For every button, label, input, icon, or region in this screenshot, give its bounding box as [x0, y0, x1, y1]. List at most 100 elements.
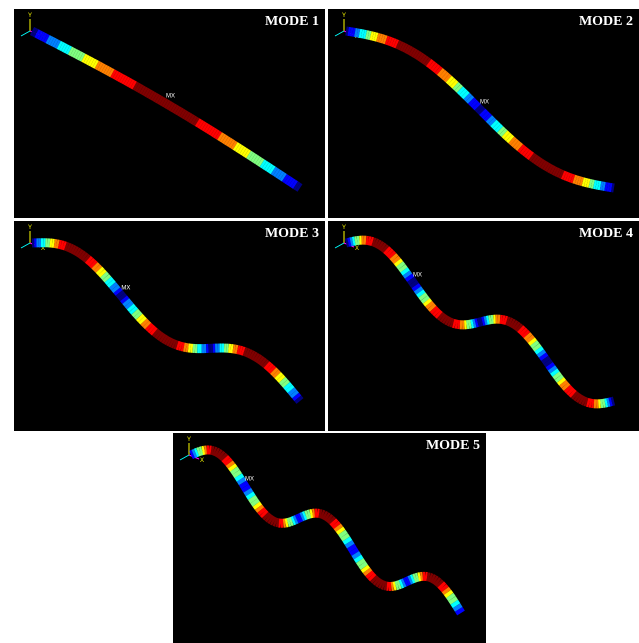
beam-segment	[223, 457, 233, 467]
beam-segment	[431, 575, 439, 585]
beam-segment	[289, 389, 300, 399]
beam-segment	[439, 313, 447, 323]
max-marker: MX	[166, 94, 175, 100]
beam-segment	[583, 177, 589, 188]
beam-segment	[382, 34, 388, 45]
panel-background	[14, 221, 325, 431]
beam-segment	[211, 446, 218, 456]
beam-segment	[429, 574, 437, 584]
beam-segment	[358, 561, 368, 570]
beam-segment	[436, 67, 445, 77]
beam-segment	[242, 347, 248, 357]
beam-segment	[281, 173, 290, 183]
beam-segment	[96, 62, 104, 72]
beam-segment	[608, 397, 613, 407]
beam-segment	[448, 596, 459, 605]
beam-segment	[391, 38, 397, 48]
beam-segment	[238, 480, 249, 489]
beam-segment	[124, 300, 134, 310]
beam-segment	[538, 352, 549, 361]
beam-segment	[483, 113, 493, 122]
beam-segment	[113, 287, 123, 296]
beam-segment	[58, 42, 66, 52]
beam-segment	[573, 392, 581, 402]
beam-segment	[189, 449, 196, 460]
beam-segment	[524, 149, 532, 159]
beam-segment	[208, 126, 216, 136]
beam-segment	[78, 250, 86, 260]
beam-segment	[510, 138, 519, 148]
beam-segment	[235, 143, 243, 153]
beam-segment	[355, 558, 366, 567]
beam-segment	[528, 152, 537, 162]
beam-segment	[419, 54, 427, 64]
beam-segment	[450, 599, 461, 609]
beam-segment	[108, 281, 119, 291]
beam-segment	[163, 99, 171, 109]
beam-segment	[128, 79, 135, 89]
beam-segment	[139, 85, 146, 95]
beam-segment	[446, 317, 453, 327]
beam-segment	[181, 110, 189, 120]
beam-segment	[226, 137, 234, 147]
axis-label: X	[41, 246, 45, 252]
beam-segment	[463, 92, 472, 102]
beam-segment	[541, 355, 551, 365]
beam-segment	[373, 32, 379, 42]
beam-segment	[234, 473, 245, 482]
beam-segment	[91, 262, 100, 271]
beam-segment	[157, 95, 164, 105]
beam-segment	[429, 305, 439, 315]
beam-segment	[140, 318, 150, 327]
beam-segment	[519, 327, 528, 336]
beam-segment	[434, 66, 443, 75]
beam-segment	[383, 581, 388, 591]
beam-segment	[110, 69, 117, 79]
beam-segment	[567, 173, 574, 183]
beam-segment	[454, 606, 465, 616]
beam-segment	[147, 324, 156, 334]
beam-segment	[377, 579, 385, 589]
beam-segment	[272, 369, 281, 379]
beam-segment	[219, 452, 228, 462]
beam-segment	[456, 86, 466, 95]
beam-segment	[165, 100, 173, 111]
beam-segment	[331, 520, 341, 530]
beam-segment	[172, 104, 180, 114]
beam-segment	[132, 81, 140, 91]
beam-segment	[547, 365, 558, 374]
beam-segment	[295, 182, 303, 192]
beam-segment	[292, 515, 299, 525]
beam-segment	[106, 279, 116, 288]
beam-segment	[519, 145, 528, 155]
axis-label: Y	[28, 225, 32, 231]
beam-segment	[399, 42, 407, 52]
beam-segment	[272, 517, 279, 527]
beam-segment	[499, 128, 508, 137]
beam-segment	[447, 77, 457, 87]
beam-segment	[346, 543, 357, 553]
beam-segment	[389, 253, 399, 262]
beam-segment	[122, 298, 132, 307]
beam-segment	[261, 160, 269, 170]
beam-segment	[103, 65, 111, 75]
beam-segment	[406, 45, 413, 55]
beam-segment	[552, 371, 562, 380]
beam-segment	[568, 389, 577, 398]
beam-segment	[380, 580, 387, 590]
beam-segment	[488, 117, 497, 127]
beam-segment	[572, 174, 578, 185]
beam-segment	[290, 516, 297, 526]
beam-segment	[74, 247, 82, 257]
beam-segment	[304, 510, 310, 520]
beam-segment	[578, 395, 585, 405]
beam-segment	[149, 326, 158, 336]
beam-segment	[114, 71, 122, 81]
beam-segment	[210, 128, 218, 138]
beam-segment	[278, 376, 288, 386]
axis-z	[179, 454, 190, 461]
beam-segment	[36, 30, 43, 40]
beam-segment	[259, 509, 269, 519]
beam-segment	[481, 110, 490, 120]
beam-segment	[437, 581, 447, 590]
